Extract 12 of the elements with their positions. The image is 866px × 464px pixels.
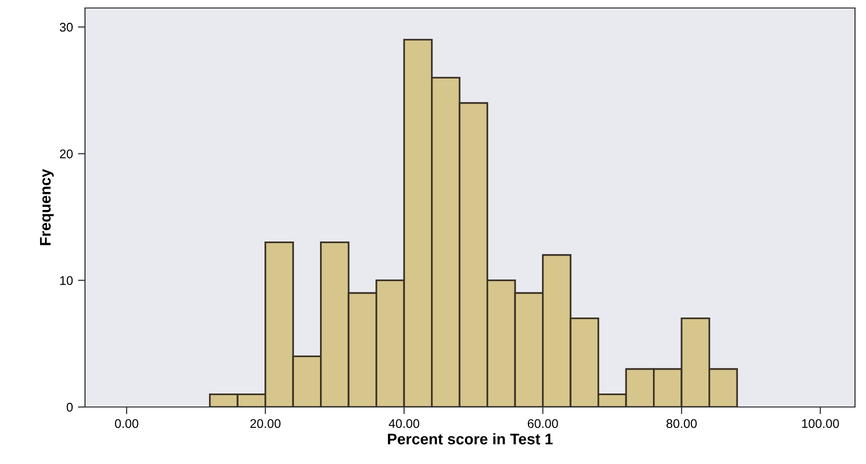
x-tick-label: 40.00 xyxy=(388,419,420,428)
x-axis-title: Percent score in Test 1 xyxy=(388,433,553,444)
x-tick-label: 20.00 xyxy=(250,419,281,428)
y-tick-label: 30 xyxy=(60,22,73,32)
x-tick-label: 60.00 xyxy=(528,419,558,428)
y-tick-label: 20 xyxy=(60,149,73,158)
y-tick-label: 0 xyxy=(66,402,73,412)
y-tick-label: 10 xyxy=(60,276,73,285)
x-tick-label: 100.00 xyxy=(802,419,839,428)
x-tick-label: 0.00 xyxy=(114,419,138,428)
y-axis-title: Frequency xyxy=(40,168,54,246)
x-tick-label: 80.00 xyxy=(666,419,697,428)
